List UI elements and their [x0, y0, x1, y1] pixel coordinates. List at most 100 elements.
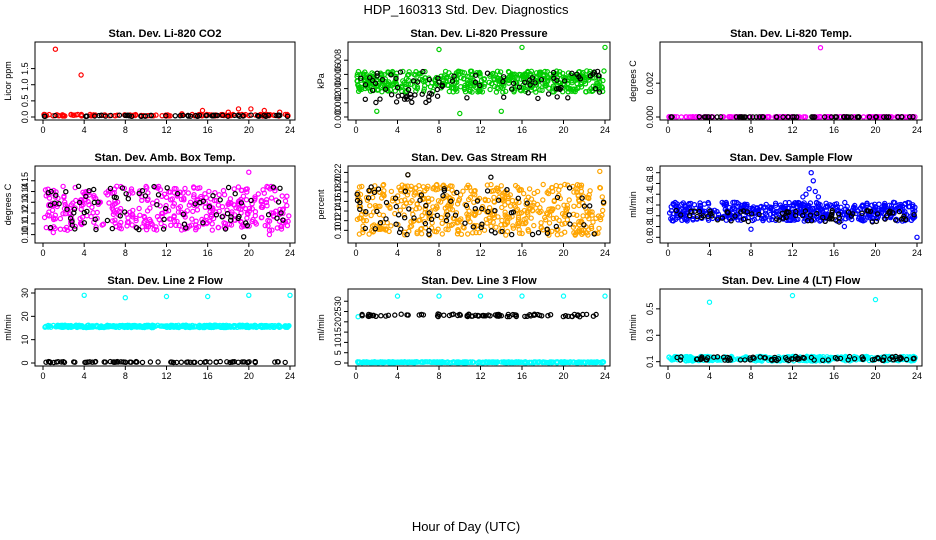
data-point: [546, 206, 552, 212]
data-point: [420, 312, 427, 318]
data-point: [824, 204, 831, 210]
data-point: [264, 202, 270, 209]
data-point: [149, 200, 156, 206]
data-point: [669, 357, 675, 363]
data-point: [78, 111, 85, 118]
data-point: [388, 188, 395, 195]
data-point: [180, 190, 186, 196]
data-point: [113, 194, 120, 201]
data-point: [817, 218, 823, 224]
data-point: [107, 185, 114, 192]
data-point: [282, 359, 288, 366]
data-point: [183, 322, 190, 329]
plot-frame: [659, 41, 923, 121]
data-point: [812, 188, 819, 195]
data-point: [398, 311, 404, 317]
data-point: [568, 78, 575, 84]
data-point: [83, 196, 89, 203]
data-point: [263, 199, 270, 206]
data-point: [363, 208, 369, 215]
data-point: [564, 202, 571, 208]
y-tick-label: 1.4: [645, 188, 655, 201]
x-tick-label: 24: [600, 125, 610, 135]
data-point: [508, 209, 515, 216]
data-point: [231, 359, 238, 365]
data-point: [219, 214, 225, 220]
data-point: [263, 113, 269, 120]
x-tick-label: 0: [40, 248, 45, 258]
data-point: [482, 313, 489, 319]
data-point: [55, 323, 62, 330]
data-point: [116, 208, 123, 214]
data-point: [592, 85, 599, 92]
data-point: [896, 208, 903, 215]
data-point: [473, 72, 479, 78]
data-point: [822, 218, 828, 224]
data-point: [77, 324, 84, 330]
data-point: [151, 183, 157, 190]
x-tick-label: 20: [870, 248, 880, 258]
data-point: [602, 44, 608, 51]
data-point: [874, 355, 881, 361]
data-point: [51, 359, 57, 366]
data-point: [836, 214, 842, 221]
data-point: [681, 211, 687, 217]
data-point: [405, 312, 411, 318]
data-point: [366, 187, 372, 194]
data-point: [494, 185, 500, 191]
data-point: [378, 313, 384, 319]
data-point: [163, 293, 170, 300]
data-point: [186, 202, 192, 208]
data-point: [446, 312, 453, 319]
data-point: [206, 203, 213, 210]
data-point: [898, 201, 904, 208]
panel-4: Stan. Dev. Amb. Box Temp. degrees C 0 4 8 12 1…: [3, 152, 296, 258]
data-point: [714, 114, 720, 120]
data-point: [685, 356, 691, 362]
data-point: [403, 200, 410, 206]
data-point: [168, 359, 175, 365]
data-point: [78, 72, 84, 78]
data-point: [529, 231, 536, 238]
data-point: [191, 191, 197, 198]
data-point: [445, 226, 451, 233]
data-point: [476, 359, 482, 365]
data-point: [225, 113, 231, 119]
data-point: [512, 182, 519, 189]
data-point: [242, 205, 249, 212]
data-point: [574, 81, 580, 87]
data-point: [696, 114, 703, 120]
data-point: [411, 217, 417, 224]
data-point: [407, 224, 413, 230]
data-point: [479, 221, 485, 227]
data-point: [377, 70, 384, 76]
data-point: [365, 195, 372, 201]
data-point: [398, 197, 405, 204]
data-point: [376, 226, 382, 232]
series-black: [674, 353, 917, 364]
data-point: [416, 205, 423, 211]
data-point: [859, 203, 865, 209]
data-point: [158, 220, 164, 227]
data-point: [377, 219, 384, 226]
data-point: [797, 205, 804, 211]
data-point: [443, 217, 450, 224]
data-point: [375, 186, 382, 192]
data-point: [575, 193, 581, 199]
data-point: [561, 202, 567, 208]
data-point: [379, 76, 386, 83]
data-point: [45, 189, 52, 196]
y-axis-label: ml/min: [628, 314, 638, 341]
data-point: [520, 72, 526, 78]
panel-title: Stan. Dev. Line 3 Flow: [421, 275, 537, 287]
data-point: [192, 323, 198, 330]
data-point: [178, 359, 184, 365]
data-point: [78, 206, 84, 212]
data-point: [880, 357, 887, 363]
data-point: [900, 215, 906, 222]
data-point: [527, 82, 533, 88]
data-point: [417, 197, 423, 203]
data-point: [388, 72, 394, 78]
data-point: [430, 185, 436, 192]
data-point: [910, 114, 916, 120]
